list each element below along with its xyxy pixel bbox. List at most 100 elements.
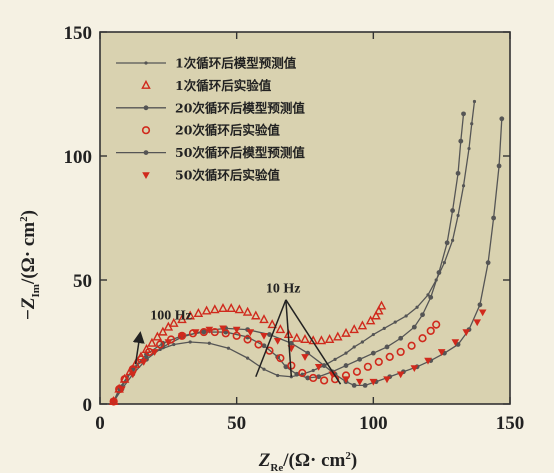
model-point: [472, 99, 477, 104]
model-point: [393, 320, 397, 324]
experimental-point: [221, 329, 230, 338]
experimental-point: [275, 324, 286, 334]
experimental-point: [276, 354, 285, 363]
experimental-point: [267, 319, 277, 329]
model-line: [113, 118, 503, 402]
experimental-point: [129, 371, 137, 379]
experimental-point: [243, 335, 252, 344]
model-point: [496, 163, 502, 169]
x-tick-label: 0: [95, 413, 105, 434]
experimental-point: [147, 337, 157, 347]
experimental-point: [432, 320, 441, 329]
model-point: [420, 312, 425, 318]
experimental-point: [139, 359, 148, 366]
experimental-point: [355, 378, 364, 386]
experimental-point: [205, 326, 214, 334]
experimental-point: [316, 335, 327, 345]
experimental-point: [218, 303, 228, 313]
legend: 1次循环后模型预测值 1次循环后实验值 20次循环后模型预测值 20次循环后实验值 50…: [116, 56, 305, 183]
experimental-point: [357, 320, 368, 330]
model-point: [442, 261, 446, 265]
y-tick-label: 50: [73, 271, 92, 292]
model-point: [426, 293, 430, 297]
model-point: [382, 326, 386, 330]
y-tick-label: 0: [83, 395, 93, 416]
model-point: [300, 372, 304, 376]
experimental-point: [418, 334, 427, 343]
model-point: [404, 314, 408, 318]
experimental-point: [234, 304, 245, 314]
model-point: [477, 302, 483, 308]
experimental-point: [298, 368, 307, 378]
experimental-point: [185, 310, 195, 320]
experimental-point: [178, 333, 186, 340]
model-point: [458, 138, 464, 144]
model-point: [444, 240, 450, 246]
axis-ticks: 0 50 100 150 0 50 100 150: [64, 23, 525, 434]
experimental-points: [108, 300, 487, 406]
model-point: [450, 208, 455, 213]
experimental-point: [407, 341, 416, 350]
experimental-point: [109, 398, 118, 406]
model-point: [246, 356, 250, 360]
x-tick-label: 150: [496, 413, 525, 434]
experimental-point: [118, 386, 126, 394]
arrow-100hz: [132, 331, 145, 365]
model-point: [428, 294, 434, 300]
experimental-point: [374, 357, 383, 366]
experimental-point: [150, 349, 159, 356]
experimental-point: [324, 334, 335, 344]
legend-marker: [143, 105, 149, 111]
experimental-point: [199, 327, 208, 337]
experimental-point: [158, 326, 168, 336]
model-point: [267, 332, 272, 337]
legend-marker: [141, 79, 151, 89]
experimental-point: [309, 373, 318, 383]
experimental-point: [363, 362, 372, 371]
model-point: [384, 344, 390, 350]
experimental-point: [342, 376, 350, 384]
experimental-point: [374, 305, 384, 315]
experimental-point: [352, 367, 362, 376]
model-point: [311, 368, 315, 373]
x-tick-label: 50: [227, 413, 246, 434]
experimental-point: [210, 327, 219, 337]
experimental-point: [201, 305, 212, 315]
experimental-series-3: [109, 320, 441, 406]
annotations: 100 Hz 10 Hz: [132, 281, 342, 385]
model-point: [436, 270, 442, 275]
experimental-point: [369, 378, 378, 386]
model-point: [343, 363, 349, 368]
pointer-10hz-2: [285, 299, 342, 385]
experimental-point: [371, 310, 381, 320]
experimental-point: [365, 315, 376, 325]
experimental-point: [254, 340, 263, 349]
model-point: [305, 375, 311, 381]
x-tick-label: 100: [359, 413, 388, 434]
legend-marker: [142, 172, 150, 179]
model-point: [499, 116, 505, 122]
experimental-point: [292, 332, 302, 342]
model-point: [415, 305, 419, 309]
experimental-point: [396, 371, 405, 379]
experimental-point: [301, 354, 309, 361]
model-point: [470, 122, 474, 126]
experimental-point: [300, 334, 310, 344]
model-point: [288, 340, 294, 346]
model-point: [283, 364, 289, 370]
model-point: [451, 238, 455, 242]
experimental-point: [383, 376, 391, 384]
legend-label: 1次循环后模型预测值: [175, 56, 297, 71]
model-point: [262, 367, 266, 371]
model-point: [467, 146, 471, 151]
experimental-point: [320, 376, 329, 385]
model-point: [370, 350, 376, 356]
experimental-point: [193, 307, 204, 317]
experimental-point: [426, 326, 435, 335]
legend-label: 50次循环后模型预测值: [175, 145, 305, 160]
x-axis-title: ZRe/(Ω· cm2): [258, 450, 357, 473]
experimental-point: [152, 331, 163, 341]
annotation-100hz: 100 Hz: [150, 309, 192, 324]
legend-marker: [144, 61, 148, 65]
